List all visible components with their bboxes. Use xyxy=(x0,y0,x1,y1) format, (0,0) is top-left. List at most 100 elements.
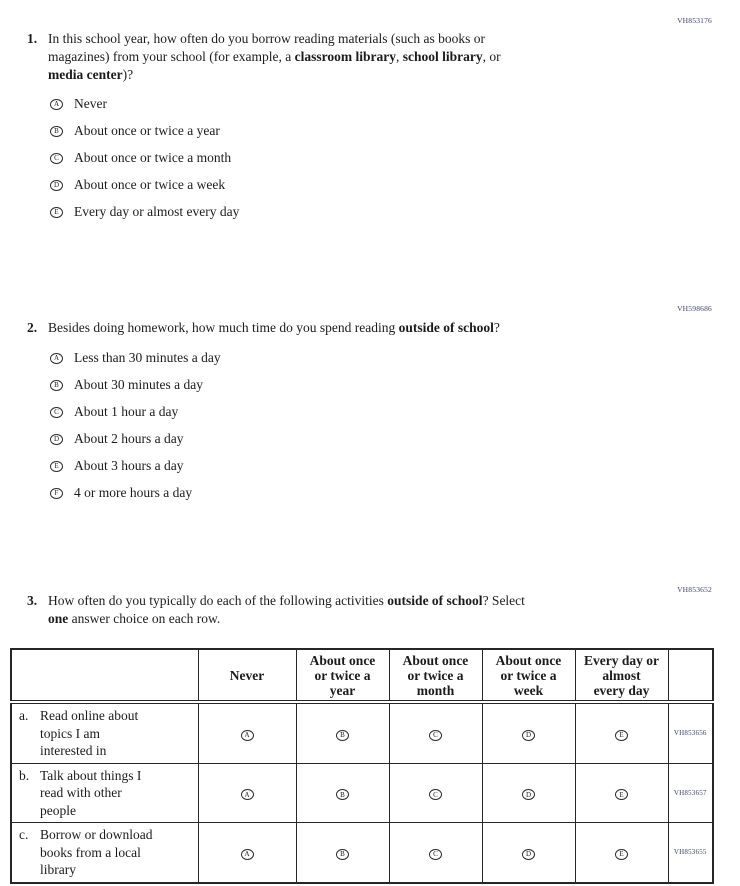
radio-option-e-icon[interactable]: E xyxy=(50,460,63,472)
column-header-month: About once or twice a month xyxy=(388,648,483,704)
cell-a-everyday[interactable]: E xyxy=(574,701,669,764)
radio-option-c-icon[interactable]: C xyxy=(50,152,63,164)
table-header-row: Never About once or twice a year About onc… xyxy=(10,648,714,704)
column-header-never: Never xyxy=(197,648,297,704)
radio-option-e-icon[interactable]: E xyxy=(615,848,628,860)
question-3: 3. How often do you typically do each of… xyxy=(27,592,525,628)
radio-option-c-icon[interactable]: C xyxy=(50,406,63,418)
answer-option-d[interactable]: D About once or twice a week xyxy=(50,177,501,193)
cell-c-everyday[interactable]: E xyxy=(574,822,669,883)
cell-b-everyday[interactable]: E xyxy=(574,762,669,823)
answer-option-f[interactable]: F 4 or more hours a day xyxy=(50,485,500,501)
radio-option-b-icon[interactable]: B xyxy=(50,125,63,137)
answer-option-d[interactable]: D About 2 hours a day xyxy=(50,431,500,447)
radio-option-b-icon[interactable]: B xyxy=(336,729,349,741)
row-label: a. Read online about topics I am intereste… xyxy=(10,701,199,764)
radio-option-f-icon[interactable]: F xyxy=(50,487,63,499)
question-text: In this school year, how often do you bo… xyxy=(48,31,501,82)
cell-b-month[interactable]: C xyxy=(388,762,483,823)
radio-option-a-icon[interactable]: A xyxy=(240,848,254,860)
radio-option-d-icon[interactable]: D xyxy=(50,179,63,191)
cell-c-year[interactable]: B xyxy=(295,822,390,883)
answer-options: A Less than 30 minutes a day B About 30 … xyxy=(48,350,500,501)
item-code-q1: VH853176 xyxy=(677,16,712,25)
cell-c-week[interactable]: D xyxy=(481,822,576,883)
radio-option-b-icon[interactable]: B xyxy=(336,848,349,860)
option-label: About once or twice a year xyxy=(74,123,220,138)
question-number: 3. xyxy=(27,593,38,608)
option-label: Less than 30 minutes a day xyxy=(74,350,221,365)
radio-option-a-icon[interactable]: A xyxy=(240,789,254,801)
radio-option-e-icon[interactable]: E xyxy=(615,789,628,801)
row-prefix: c. xyxy=(19,827,29,842)
cell-c-never[interactable]: A xyxy=(197,822,297,883)
option-label: About 30 minutes a day xyxy=(74,377,203,392)
cell-a-year[interactable]: B xyxy=(295,701,390,764)
item-code-q3: VH853652 xyxy=(677,585,712,594)
radio-option-a-icon[interactable]: A xyxy=(240,729,254,741)
row-label: c. Borrow or download books from a local l… xyxy=(10,822,199,883)
column-header-year: About once or twice a year xyxy=(295,648,390,704)
row-prefix: b. xyxy=(19,767,30,783)
row-prefix: a. xyxy=(19,708,29,723)
answer-option-e[interactable]: E About 3 hours a day xyxy=(50,458,500,474)
option-label: 4 or more hours a day xyxy=(74,485,193,500)
radio-option-d-icon[interactable]: D xyxy=(50,433,63,445)
radio-option-d-icon[interactable]: D xyxy=(522,789,535,801)
answer-option-b[interactable]: B About once or twice a year xyxy=(50,123,501,139)
radio-option-c-icon[interactable]: C xyxy=(429,729,442,741)
row-label-text: Borrow or download books from a local libr… xyxy=(40,827,153,877)
table-row-c: c. Borrow or download books from a local l… xyxy=(10,822,714,883)
radio-option-c-icon[interactable]: C xyxy=(429,848,442,860)
cell-c-month[interactable]: C xyxy=(388,822,483,883)
item-code: VH853657 xyxy=(667,762,714,823)
answer-option-c[interactable]: C About 1 hour a day xyxy=(50,404,500,420)
column-header-everyday: Every day or almost every day xyxy=(574,648,669,704)
radio-option-d-icon[interactable]: D xyxy=(522,848,535,860)
radio-option-d-icon[interactable]: D xyxy=(522,729,535,741)
answer-option-b[interactable]: B About 30 minutes a day xyxy=(50,377,500,393)
column-header-code xyxy=(667,648,714,704)
option-label: About once or twice a week xyxy=(74,177,226,192)
option-label: About 2 hours a day xyxy=(74,431,184,446)
radio-option-b-icon[interactable]: B xyxy=(50,379,63,391)
column-header-blank xyxy=(10,648,199,704)
cell-b-never[interactable]: A xyxy=(197,762,297,823)
radio-option-e-icon[interactable]: E xyxy=(615,729,628,741)
radio-option-c-icon[interactable]: C xyxy=(429,789,442,801)
radio-option-a-icon[interactable]: A xyxy=(50,352,63,364)
answer-option-a[interactable]: A Less than 30 minutes a day xyxy=(50,350,500,366)
cell-b-year[interactable]: B xyxy=(295,762,390,823)
answer-option-c[interactable]: C About once or twice a month xyxy=(50,150,501,166)
cell-a-never[interactable]: A xyxy=(197,701,297,764)
radio-option-b-icon[interactable]: B xyxy=(336,789,349,801)
question-number: 2. xyxy=(27,320,38,335)
question-text: Besides doing homework, how much time do… xyxy=(48,320,500,335)
column-header-week: About once or twice a week xyxy=(481,648,576,704)
answer-option-e[interactable]: E Every day or almost every day xyxy=(50,204,501,220)
radio-option-a-icon[interactable]: A xyxy=(50,98,63,110)
question-2: 2. Besides doing homework, how much time… xyxy=(27,319,500,512)
table-row-a: a. Read online about topics I am intereste… xyxy=(10,701,714,764)
frequency-table: Never About once or twice a year About onc… xyxy=(10,648,714,884)
item-code: VH853656 xyxy=(667,701,714,764)
item-code-q2: VH598686 xyxy=(677,304,712,313)
option-label: Every day or almost every day xyxy=(74,204,240,219)
row-label-text: Read online about topics I am interested i… xyxy=(40,708,139,758)
question-number: 1. xyxy=(27,31,38,46)
question-text: How often do you typically do each of th… xyxy=(48,593,525,626)
cell-a-week[interactable]: D xyxy=(481,701,576,764)
option-label: About once or twice a month xyxy=(74,150,232,165)
option-label: About 1 hour a day xyxy=(74,404,179,419)
cell-b-week[interactable]: D xyxy=(481,762,576,823)
answer-option-a[interactable]: A Never xyxy=(50,96,501,112)
cell-a-month[interactable]: C xyxy=(388,701,483,764)
option-label: Never xyxy=(74,96,107,111)
question-1: 1. In this school year, how often do you… xyxy=(27,30,501,231)
option-label: About 3 hours a day xyxy=(74,458,184,473)
radio-option-e-icon[interactable]: E xyxy=(50,206,63,218)
